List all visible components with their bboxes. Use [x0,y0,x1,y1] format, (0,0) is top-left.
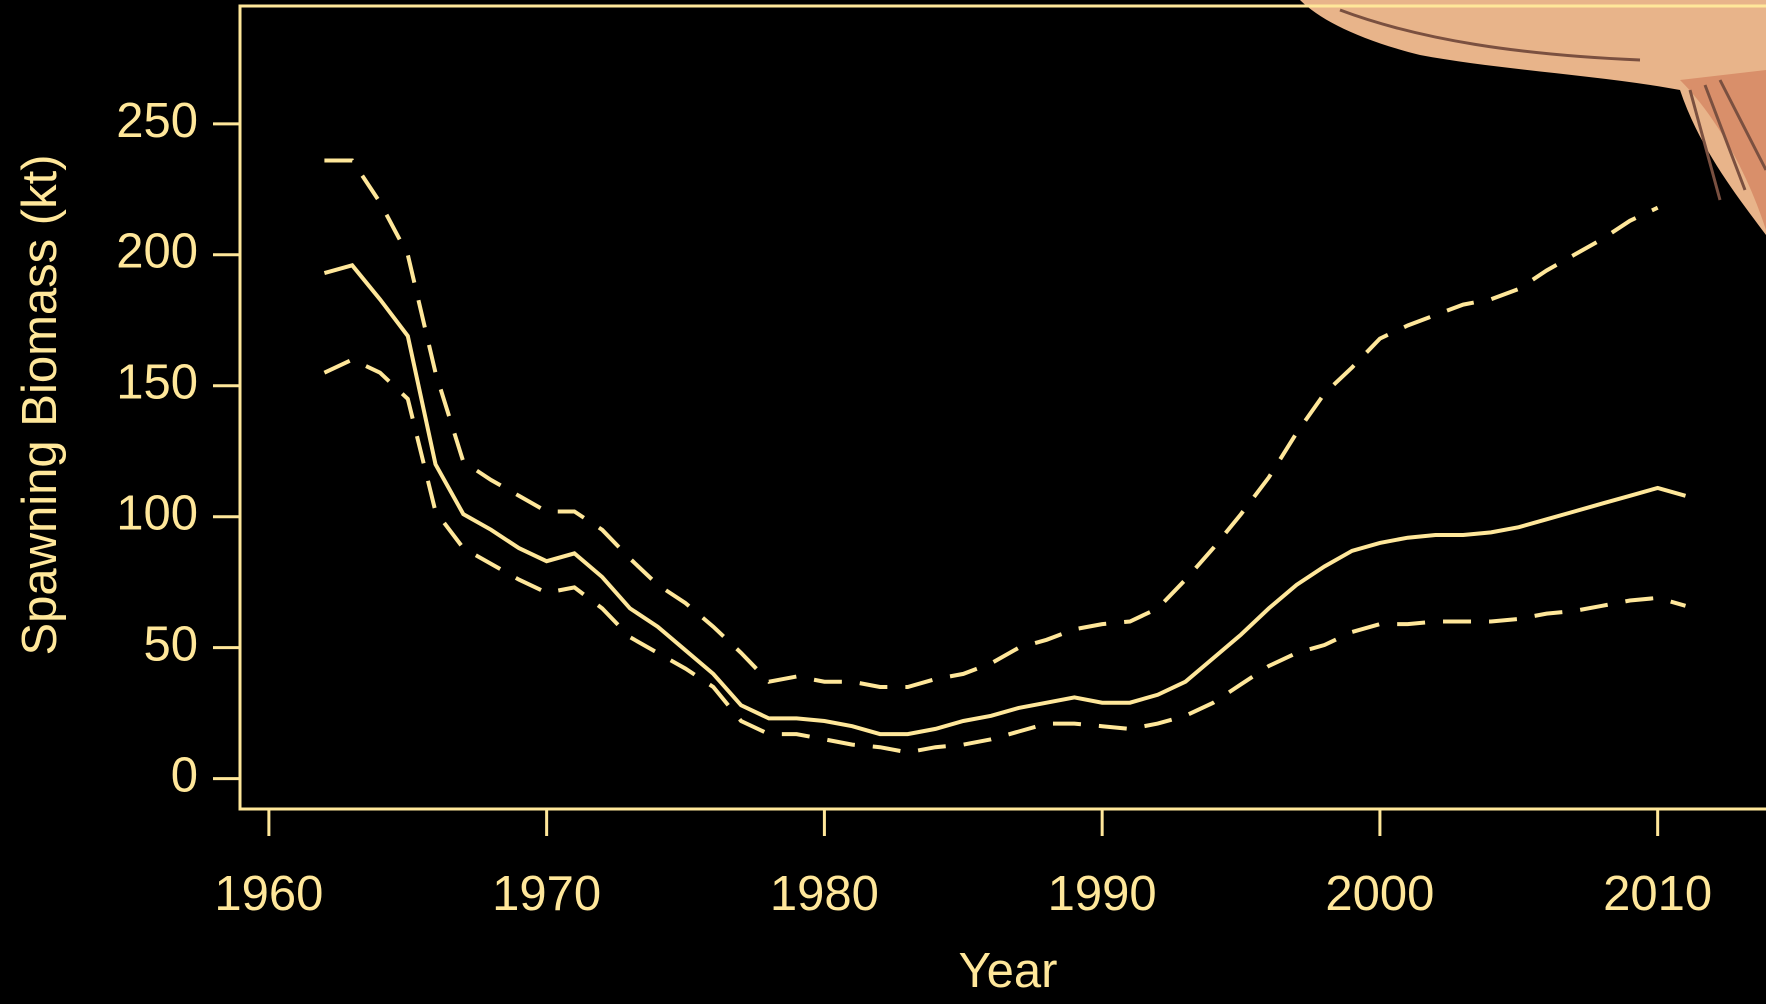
series-line [324,158,1659,689]
x-axis-title: Year [958,944,1057,998]
x-tick-label: 1970 [492,867,601,921]
x-tick-label: 1990 [1048,867,1157,921]
y-tick-label: 150 [116,356,198,410]
fin-rays [1688,79,1766,201]
plot-frame [238,4,1766,811]
x-tick-label: 1980 [770,867,879,921]
fish-illustration [1300,0,1766,235]
y-tick-label: 250 [116,94,198,148]
y-tick-label: 100 [116,487,198,541]
y-tick-label: 200 [116,225,198,279]
fish-fin [1680,70,1766,230]
series-line [323,263,1687,737]
x-tick-label: 2000 [1325,867,1434,921]
series-line [323,357,1687,755]
x-tick-label: 2010 [1603,867,1712,921]
y-tick-label: 50 [143,618,198,672]
fish-body [1300,0,1766,235]
y-axis-title: Spawning Biomass (kt) [13,154,67,655]
x-tick-label: 1960 [214,867,323,921]
y-tick-label: 0 [171,749,198,803]
fish-line [1339,8,1641,62]
